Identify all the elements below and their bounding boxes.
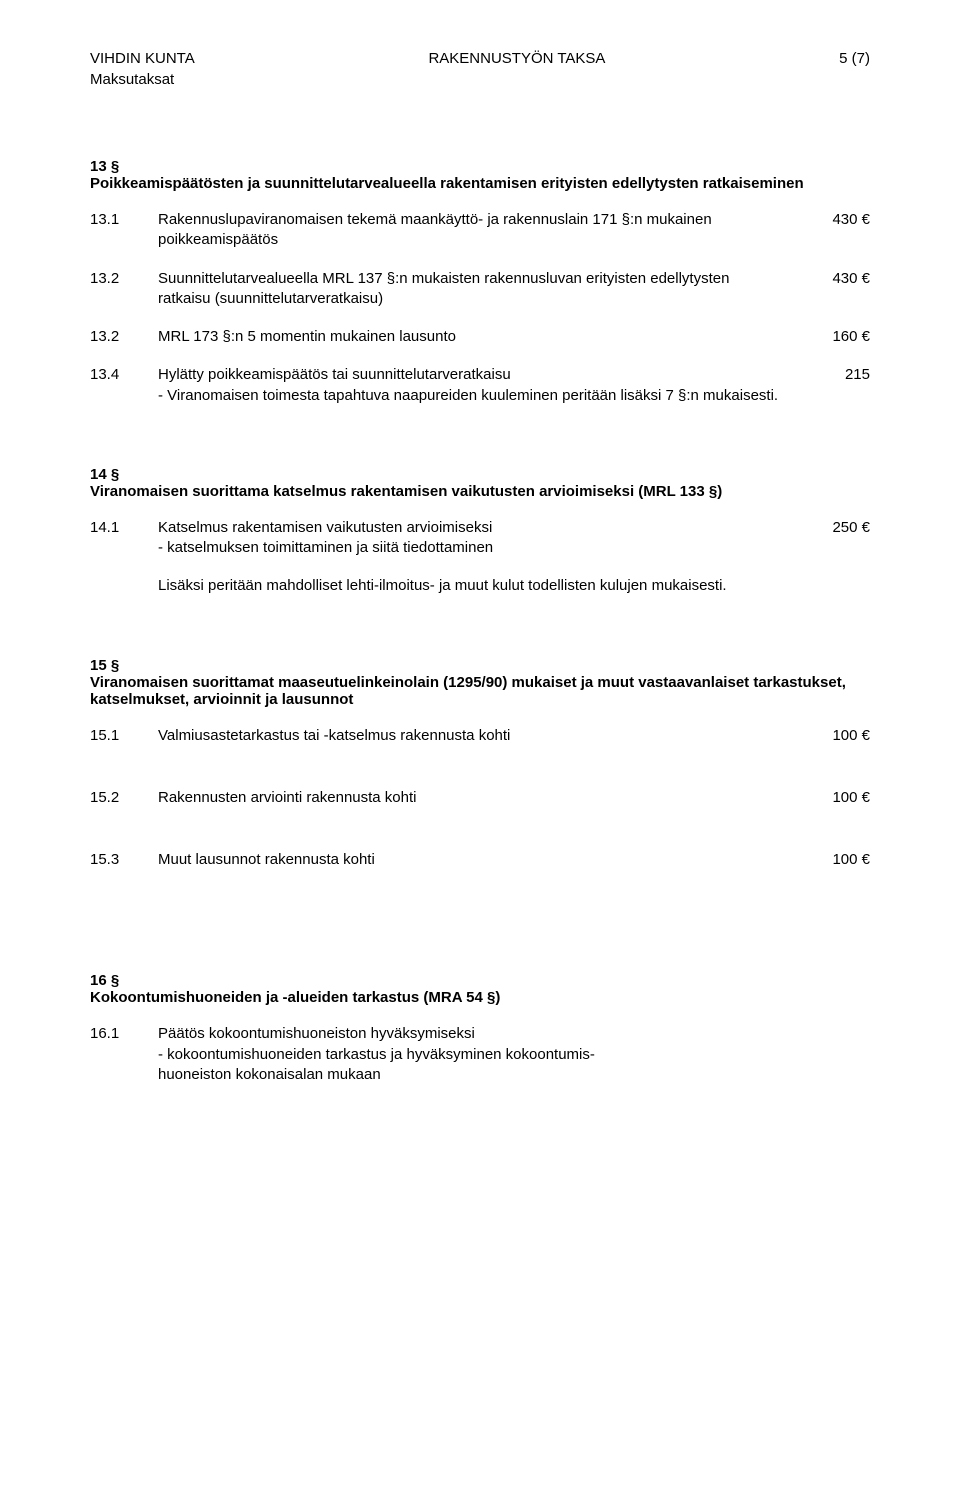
header-pagenum: 5 (7) bbox=[839, 50, 870, 67]
section-15-num: 15 § bbox=[90, 657, 870, 674]
header-title: RAKENNUSTYÖN TAKSA bbox=[428, 50, 605, 67]
row-num: 14.1 bbox=[90, 518, 158, 538]
section-16-heading: 16 § Kokoontumishuoneiden ja -alueiden t… bbox=[90, 972, 870, 1006]
row-14-1: 14.1 Katselmus rakentamisen vaikutusten … bbox=[90, 518, 870, 559]
row-num: 15.2 bbox=[90, 788, 158, 808]
row-value: 430 € bbox=[800, 269, 870, 289]
header-org: VIHDIN KUNTA bbox=[90, 50, 195, 67]
row-text: Hylätty poikkeamispäätös tai suunnittelu… bbox=[158, 365, 800, 406]
row-value: 100 € bbox=[800, 850, 870, 870]
row-num: 15.1 bbox=[90, 726, 158, 746]
row-text: Katselmus rakentamisen vaikutusten arvio… bbox=[158, 518, 800, 559]
row-num: 13.2 bbox=[90, 327, 158, 347]
row-13-4: 13.4 Hylätty poikkeamispäätös tai suunni… bbox=[90, 365, 870, 406]
row-16-1: 16.1 Päätös kokoontumishuoneiston hyväks… bbox=[90, 1024, 870, 1085]
section-14-num: 14 § bbox=[90, 466, 870, 483]
row-value: 250 € bbox=[800, 518, 870, 538]
row-value: 100 € bbox=[800, 788, 870, 808]
row-num: 13.4 bbox=[90, 365, 158, 385]
row-15-2: 15.2 Rakennusten arviointi rakennusta ko… bbox=[90, 788, 870, 808]
row-num: 16.1 bbox=[90, 1024, 158, 1044]
row-13-2b: 13.2 MRL 173 §:n 5 momentin mukainen lau… bbox=[90, 327, 870, 347]
section-14-note: Lisäksi peritään mahdolliset lehti-ilmoi… bbox=[158, 576, 870, 596]
page-header: VIHDIN KUNTA RAKENNUSTYÖN TAKSA 5 (7) bbox=[90, 50, 870, 67]
section-15-heading: 15 § Viranomaisen suorittamat maaseutuel… bbox=[90, 657, 870, 708]
section-13-num: 13 § bbox=[90, 158, 870, 175]
section-13-title: Poikkeamispäätösten ja suunnittelutarvea… bbox=[90, 175, 804, 192]
row-text: MRL 173 §:n 5 momentin mukainen lausunto bbox=[158, 327, 800, 347]
row-text: Muut lausunnot rakennusta kohti bbox=[158, 850, 800, 870]
row-text: Valmiusastetarkastus tai -katselmus rake… bbox=[158, 726, 800, 746]
row-13-2a: 13.2 Suunnittelutarvealueella MRL 137 §:… bbox=[90, 269, 870, 310]
row-text: Rakennusten arviointi rakennusta kohti bbox=[158, 788, 800, 808]
row-text: Suunnittelutarvealueella MRL 137 §:n muk… bbox=[158, 269, 800, 310]
row-15-3: 15.3 Muut lausunnot rakennusta kohti 100… bbox=[90, 850, 870, 870]
row-15-1: 15.1 Valmiusastetarkastus tai -katselmus… bbox=[90, 726, 870, 746]
section-15-title: Viranomaisen suorittamat maaseutuelinkei… bbox=[90, 674, 846, 708]
row-text: Rakennuslupaviranomaisen tekemä maankäyt… bbox=[158, 210, 800, 251]
row-num: 13.1 bbox=[90, 210, 158, 230]
row-value: 215 bbox=[800, 365, 870, 385]
row-text: Päätös kokoontumishuoneiston hyväksymise… bbox=[158, 1024, 800, 1085]
section-16-num: 16 § bbox=[90, 972, 870, 989]
section-14-heading: 14 § Viranomaisen suorittama katselmus r… bbox=[90, 466, 870, 500]
row-num: 13.2 bbox=[90, 269, 158, 289]
row-num: 15.3 bbox=[90, 850, 158, 870]
header-subhead: Maksutaksat bbox=[90, 71, 870, 88]
section-16-title: Kokoontumishuoneiden ja -alueiden tarkas… bbox=[90, 989, 500, 1006]
section-14-title: Viranomaisen suorittama katselmus rakent… bbox=[90, 483, 722, 500]
row-value: 160 € bbox=[800, 327, 870, 347]
section-13-heading: 13 § Poikkeamispäätösten ja suunnittelut… bbox=[90, 158, 870, 192]
row-13-1: 13.1 Rakennuslupaviranomaisen tekemä maa… bbox=[90, 210, 870, 251]
row-value: 430 € bbox=[800, 210, 870, 230]
row-value: 100 € bbox=[800, 726, 870, 746]
